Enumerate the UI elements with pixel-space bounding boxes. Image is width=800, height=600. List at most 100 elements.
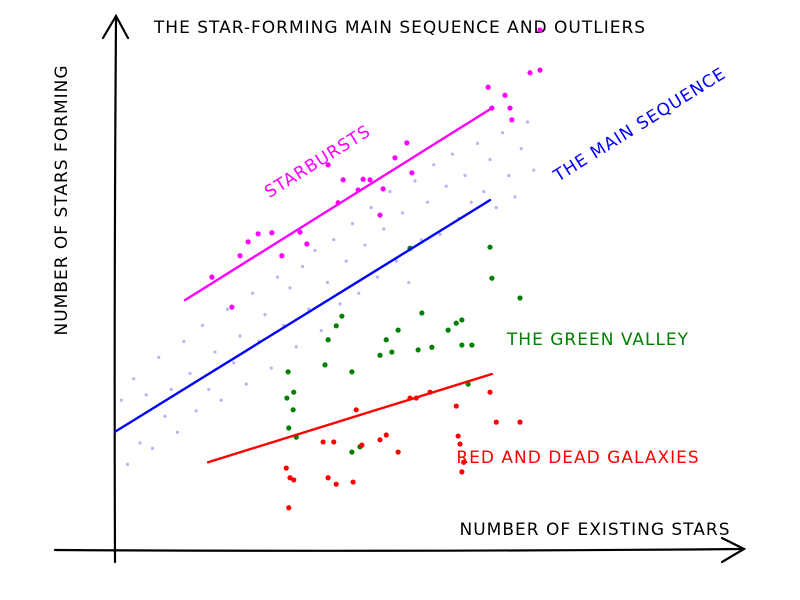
trend-line	[183, 106, 494, 302]
data-point	[429, 344, 435, 350]
data-point	[359, 442, 365, 448]
data-point	[377, 352, 383, 358]
data-point	[444, 184, 448, 188]
data-point	[304, 241, 310, 247]
data-point	[453, 320, 459, 326]
data-point	[469, 200, 473, 204]
data-point	[482, 189, 486, 194]
data-point	[291, 477, 297, 483]
data-point	[291, 389, 297, 395]
data-point	[494, 206, 498, 210]
data-point	[349, 369, 355, 375]
data-point	[453, 403, 459, 409]
data-point	[132, 377, 136, 381]
data-point	[415, 347, 421, 353]
data-point	[219, 398, 223, 402]
data-point	[513, 195, 517, 199]
data-point	[213, 350, 217, 354]
data-point	[375, 275, 380, 279]
data-point	[245, 239, 251, 245]
data-point	[395, 327, 401, 333]
data-point	[157, 355, 161, 359]
data-point	[357, 291, 361, 295]
trend-line	[113, 198, 492, 433]
data-point	[300, 264, 305, 269]
data-point	[389, 349, 395, 355]
data-point	[294, 345, 298, 349]
data-point	[500, 131, 505, 135]
series-label: RED AND DEAD GALAXIES	[456, 448, 699, 468]
data-point	[432, 163, 436, 167]
data-point	[507, 173, 511, 178]
data-point	[409, 170, 415, 176]
data-point	[438, 232, 442, 236]
data-point	[344, 259, 348, 263]
data-point	[150, 446, 155, 450]
data-point	[517, 295, 523, 301]
chart-title: THE STAR-FORMING MAIN SEQUENCE AND OUTLI…	[153, 18, 646, 38]
data-point	[489, 275, 495, 281]
data-point	[207, 387, 211, 392]
data-point	[425, 200, 430, 204]
data-point	[286, 425, 292, 431]
data-point	[331, 439, 337, 445]
data-point	[487, 244, 493, 250]
data-point	[459, 342, 465, 348]
data-point	[339, 313, 345, 319]
data-point	[537, 67, 543, 73]
data-point	[350, 222, 355, 226]
data-point	[517, 419, 523, 425]
data-point	[350, 479, 356, 485]
data-point	[455, 433, 461, 439]
data-point	[377, 437, 383, 443]
data-point	[244, 382, 248, 386]
data-point	[288, 286, 292, 290]
data-point	[380, 186, 386, 192]
data-point	[169, 387, 173, 392]
data-point	[237, 253, 243, 259]
data-point	[485, 84, 491, 90]
data-point	[285, 369, 291, 375]
data-point	[175, 430, 180, 434]
data-point	[325, 475, 331, 481]
data-point	[333, 481, 339, 487]
data-point	[225, 307, 230, 311]
data-point	[238, 334, 242, 338]
data-point	[332, 238, 336, 242]
data-point	[509, 117, 515, 123]
data-point	[459, 317, 465, 323]
x-axis-label: NUMBER OF EXISTING STARS	[460, 520, 731, 540]
data-point	[232, 361, 236, 365]
data-point	[388, 189, 392, 194]
data-point	[419, 310, 425, 316]
data-point	[353, 407, 359, 413]
data-point	[119, 398, 123, 402]
data-point	[445, 327, 451, 333]
data-point	[269, 366, 273, 370]
data-point	[319, 329, 323, 333]
y-axis	[113, 16, 118, 564]
y-axis-arrow	[101, 13, 130, 40]
data-point	[138, 441, 142, 445]
data-point	[525, 120, 530, 124]
data-point	[527, 70, 533, 76]
data-point	[419, 238, 423, 242]
data-point	[325, 162, 331, 168]
data-point	[475, 141, 480, 145]
data-point	[163, 414, 167, 418]
data-point	[229, 304, 235, 310]
data-point	[395, 449, 401, 455]
data-point	[461, 459, 467, 465]
data-point	[507, 105, 513, 111]
data-point	[392, 155, 398, 161]
data-point	[383, 432, 389, 438]
data-point	[284, 395, 290, 401]
data-point	[487, 389, 493, 395]
data-point	[320, 439, 326, 445]
data-point	[307, 307, 311, 311]
data-point	[457, 441, 463, 447]
y-axis-label: NUMBER OF STARS FORMING	[52, 64, 72, 335]
data-point	[250, 291, 255, 295]
data-point	[360, 176, 366, 182]
trend-line	[206, 372, 494, 464]
